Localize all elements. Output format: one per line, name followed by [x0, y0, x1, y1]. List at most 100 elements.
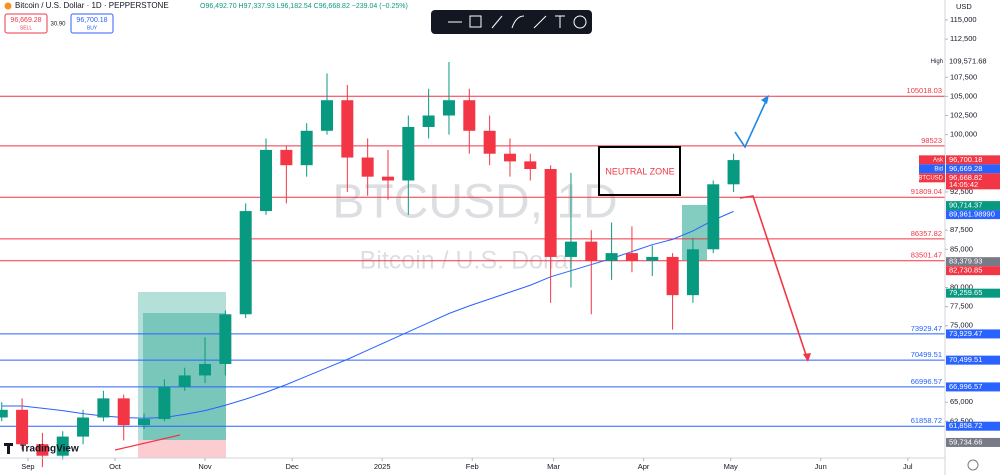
level-label: 73929.47	[911, 324, 942, 333]
candle-body	[585, 241, 598, 261]
ohlc: O96,492.70 H97,337.93 L96,182.54 C96,668…	[200, 3, 408, 10]
price-badge-label: 61,858.72	[949, 421, 982, 430]
price-badge	[946, 257, 1000, 267]
price-badge	[946, 56, 1000, 66]
neutral-zone-label: NEUTRAL ZONE	[605, 166, 674, 176]
price-badge	[946, 201, 1000, 211]
candle-body	[503, 153, 516, 162]
level-label: 83501.47	[911, 251, 942, 260]
sell-label: SELL	[20, 25, 32, 31]
candle-body	[199, 363, 212, 376]
candle-body	[77, 417, 90, 437]
buy-price: 96,700.18	[76, 17, 107, 24]
candle-body	[219, 314, 232, 364]
y-tick-label: 85,000	[950, 244, 973, 253]
price-tag	[919, 155, 945, 165]
price-badge	[946, 421, 1000, 431]
x-tick-label: Jun	[815, 462, 827, 471]
price-tag	[919, 173, 945, 183]
candle-body	[646, 256, 659, 261]
candle-body	[280, 149, 293, 166]
y-tick-label: 62,500	[950, 416, 973, 425]
price-badge	[946, 164, 1000, 174]
candle-body	[564, 241, 577, 257]
level-label: 86357.82	[911, 229, 942, 238]
x-tick-label: May	[724, 462, 738, 471]
buy-label: BUY	[87, 25, 98, 31]
candle-body	[300, 130, 313, 166]
price-badge-label: 90,714.37	[949, 201, 982, 210]
level-label: 61858.72	[911, 416, 942, 425]
candle-body	[260, 149, 273, 212]
buy-button[interactable]	[70, 13, 114, 34]
price-badge	[946, 210, 1000, 220]
x-tick-label: Sep	[21, 462, 34, 471]
tool-icon[interactable]	[533, 15, 547, 29]
down-arrow	[739, 195, 808, 359]
level-label: 105018.03	[907, 86, 942, 95]
tool-icon[interactable]	[555, 15, 565, 28]
tool-icon[interactable]	[469, 15, 482, 28]
price-badge-label: 70,499.51	[949, 355, 982, 364]
price-badge	[946, 355, 1000, 365]
candle-body	[321, 100, 334, 131]
price-badge-label: 66,996.57	[949, 382, 982, 391]
tool-icon[interactable]	[511, 15, 525, 29]
price-tag-label: Bid	[934, 166, 943, 172]
sell-button[interactable]	[4, 13, 48, 34]
currency: USD	[956, 2, 972, 11]
y-tick-label: 75,000	[950, 321, 973, 330]
candle-body	[158, 386, 171, 420]
candle-body	[625, 253, 638, 261]
y-tick-label: 107,500	[950, 72, 977, 81]
candle-body	[16, 409, 29, 445]
candle-body	[544, 169, 557, 257]
candle-body	[97, 398, 110, 418]
price-badge-label: 96,668.82	[949, 173, 982, 182]
price-badge-label: 109,571.68	[949, 56, 987, 65]
candle-body	[56, 436, 69, 456]
drawing-toolbar	[431, 10, 592, 34]
plot: 105018.03 98523 91809.04 86357.82 83501.47 73…	[0, 61, 945, 468]
x-tick-label: 2025	[374, 462, 391, 471]
y-tick-label: 80,000	[950, 282, 973, 291]
sell-price: 96,669.28	[10, 17, 41, 24]
price-badge-label: 82,730.85	[949, 266, 982, 275]
tool-icon[interactable]	[491, 15, 503, 29]
candle-body	[422, 115, 435, 127]
candle-body	[178, 375, 191, 387]
arrow-head	[761, 95, 769, 104]
price-tag	[919, 164, 945, 174]
price-badge	[946, 288, 1000, 298]
level-label: 70499.51	[911, 350, 942, 359]
y-tick-label: 92,500	[950, 187, 973, 196]
candle-body	[341, 100, 354, 158]
tool-icon[interactable]	[573, 15, 587, 29]
candle-body	[402, 126, 415, 181]
candle-body	[239, 211, 252, 315]
candle-body	[138, 419, 151, 426]
price-tag-label: Ask	[933, 157, 944, 163]
x-tick-label: Apr	[638, 462, 650, 471]
price-badge	[946, 437, 1000, 447]
y-tick-label: 77,500	[950, 302, 973, 311]
settings-icon[interactable]	[967, 459, 979, 471]
price-badge-label: 79,259.65	[949, 288, 982, 297]
y-tick-label: 112,500	[950, 34, 977, 43]
candle-body	[686, 249, 699, 296]
watermark-ticker: BTCUSD, 1D	[332, 176, 617, 229]
up-arrow	[734, 98, 768, 149]
candle-body	[442, 100, 455, 116]
candle-body	[0, 409, 8, 418]
brand: TradingView	[20, 444, 79, 455]
price-badge-time: 14:05:42	[949, 180, 978, 189]
candle-body	[483, 130, 496, 154]
price-badge-label: 96,700.18	[949, 155, 982, 164]
spread: 30.90	[50, 22, 66, 28]
candle-body	[117, 398, 130, 426]
y-tick-label: 87,500	[950, 225, 973, 234]
price-badge	[946, 382, 1000, 392]
candle-body	[707, 184, 720, 250]
arrow-head	[803, 353, 811, 362]
y-tick-label: 115,000	[950, 15, 977, 24]
